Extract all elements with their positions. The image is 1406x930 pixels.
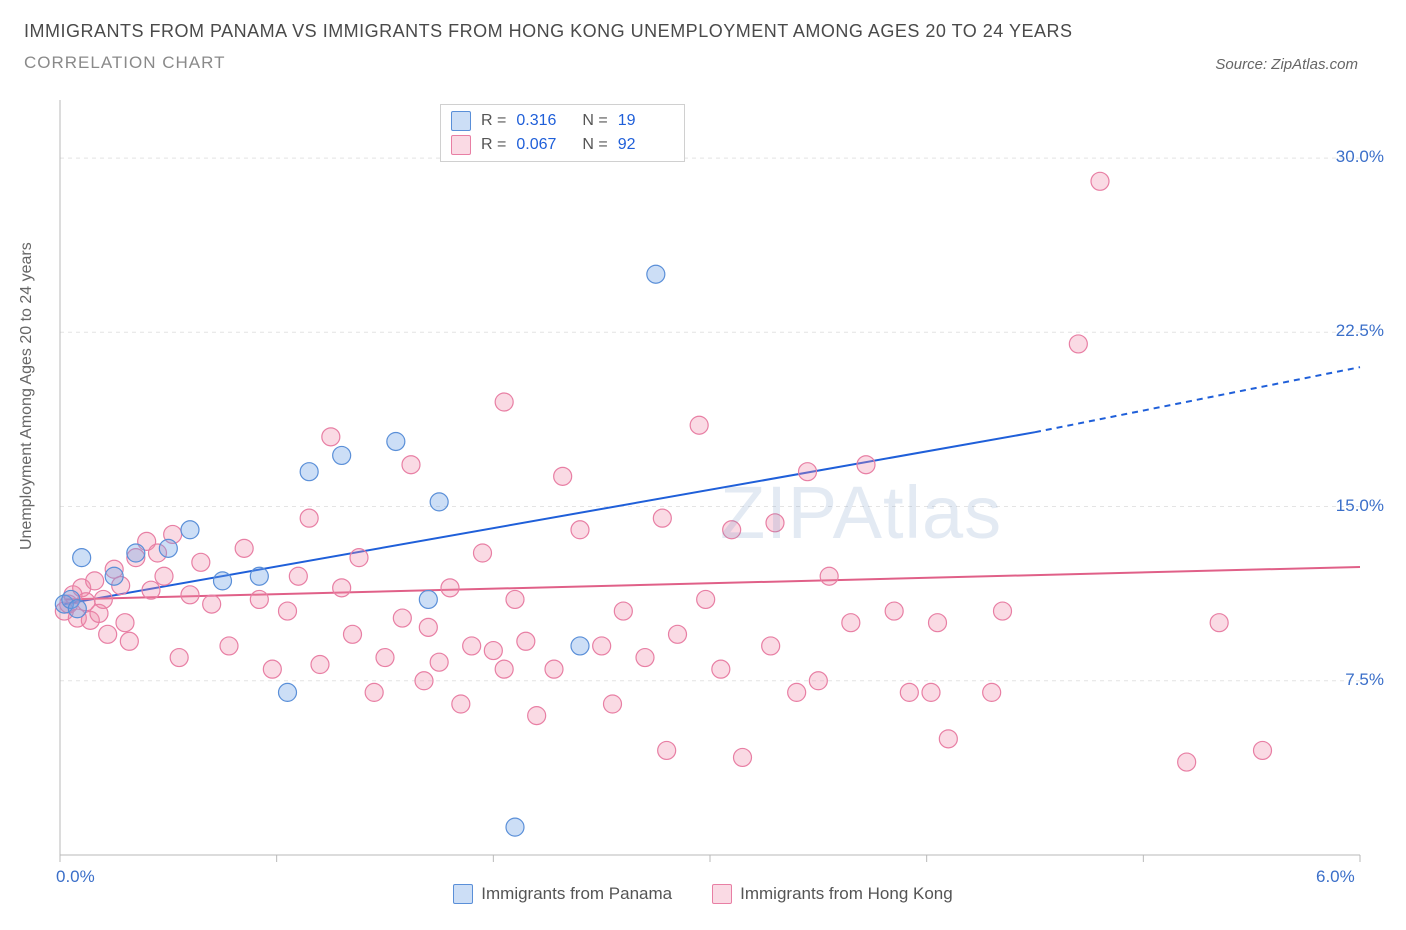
legend-stats-row-1: R = 0.067 N = 92 [451,133,674,157]
legend-r-label-1: R = [481,136,506,154]
legend-bottom-swatch-1 [712,884,732,904]
chart-title: IMMIGRANTS FROM PANAMA VS IMMIGRANTS FRO… [24,18,1382,45]
legend-n-label-0: N = [582,112,607,130]
legend-bottom-item-1: Immigrants from Hong Kong [712,884,953,904]
legend-bottom-label-1: Immigrants from Hong Kong [740,884,953,904]
header: IMMIGRANTS FROM PANAMA VS IMMIGRANTS FRO… [0,0,1406,73]
legend-n-value-0: 19 [618,112,674,130]
chart-subtitle: CORRELATION CHART [24,53,226,73]
legend-stats-row-0: R = 0.316 N = 19 [451,109,674,133]
source-prefix: Source: [1215,56,1271,73]
x-tick-label: 0.0% [56,867,95,887]
y-tick-label: 30.0% [1336,147,1384,167]
x-tick-label: 6.0% [1316,867,1355,887]
legend-n-label-1: N = [582,136,607,154]
legend-swatch-1 [451,135,471,155]
legend-r-value-1: 0.067 [516,136,572,154]
legend-bottom-label-0: Immigrants from Panama [481,884,672,904]
y-tick-label: 15.0% [1336,496,1384,516]
scatter-chart [0,100,1406,920]
legend-r-value-0: 0.316 [516,112,572,130]
legend-stats: R = 0.316 N = 19 R = 0.067 N = 92 [440,104,685,162]
legend-bottom: Immigrants from Panama Immigrants from H… [0,884,1406,904]
subtitle-row: CORRELATION CHART Source: ZipAtlas.com [24,53,1382,73]
legend-bottom-item-0: Immigrants from Panama [453,884,672,904]
legend-n-value-1: 92 [618,136,674,154]
legend-r-label-0: R = [481,112,506,130]
source-label: Source: ZipAtlas.com [1215,56,1358,73]
chart-area: Unemployment Among Ages 20 to 24 years R… [0,100,1406,920]
source-name: ZipAtlas.com [1271,56,1358,73]
y-tick-label: 22.5% [1336,321,1384,341]
legend-bottom-swatch-0 [453,884,473,904]
y-tick-label: 7.5% [1345,670,1384,690]
legend-swatch-0 [451,111,471,131]
y-axis-label: Unemployment Among Ages 20 to 24 years [18,242,36,550]
